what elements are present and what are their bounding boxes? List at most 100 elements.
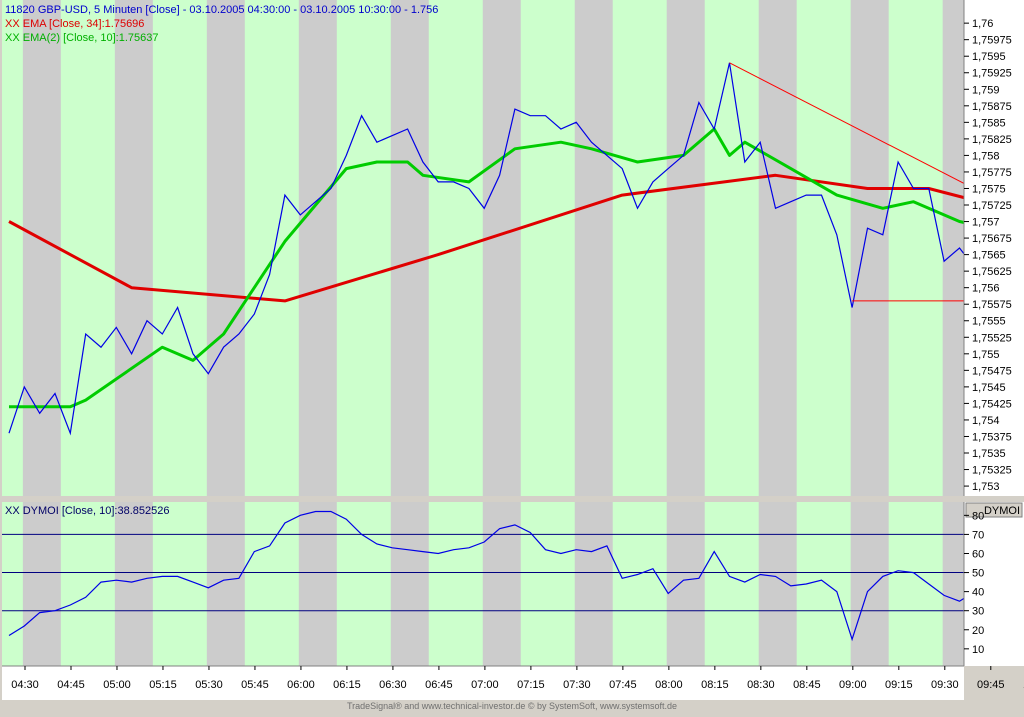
- ema10-line: [9, 127, 1024, 409]
- time-band-lower: [22, 502, 61, 666]
- price-tick-label: 1,76: [972, 18, 993, 30]
- price-tick-label: 1,758: [972, 150, 1000, 162]
- indicator-tick-label: 20: [972, 625, 984, 637]
- time-tick-label: 04:30: [11, 679, 39, 691]
- time-axis[interactable]: 04:30 04:45 05:00 05:15 05:30 05:45 06:00 06:15…: [2, 665, 1024, 700]
- time-band-upper: [574, 0, 613, 496]
- time-band-lower: [666, 502, 705, 666]
- time-tick-label: 09:30: [931, 679, 959, 691]
- price-tick-label: 1,75475: [972, 365, 1012, 377]
- price-axis[interactable]: 1,76 1,75975 1,7595 1,75925 1,759 1,75875 1,75…: [963, 0, 1024, 496]
- time-band-upper: [482, 0, 521, 496]
- time-tick-label: 06:30: [379, 679, 407, 691]
- time-axis-ticks: 04:30 04:45 05:00 05:15 05:30 05:45 06:00 06:15…: [11, 666, 1024, 691]
- indicator-axis-title: DYMOI: [984, 505, 1020, 517]
- time-tick-label: 04:45: [57, 679, 85, 691]
- time-band-lower: [114, 502, 153, 666]
- time-tick-label: 07:15: [517, 679, 545, 691]
- price-tick-label: 1,75725: [972, 200, 1012, 212]
- time-tick-label: 07:45: [609, 679, 637, 691]
- footer-credit: TradeSignal® and www.technical-investor.…: [347, 701, 677, 711]
- time-band-lower: [390, 502, 429, 666]
- legend-ema10: XX EMA(2) [Close, 10]:1.75637: [5, 32, 158, 44]
- time-band-upper: [942, 0, 964, 496]
- legend-ema34: XX EMA [Close, 34]:1.75696: [5, 18, 144, 30]
- price-tick-label: 1,75325: [972, 465, 1012, 477]
- indicator-pane[interactable]: [2, 502, 1024, 666]
- price-tick-label: 1,75525: [972, 332, 1012, 344]
- indicator-tick-label: 40: [972, 587, 984, 599]
- price-tick-label: 1,755: [972, 349, 1000, 361]
- time-bands-upper: [22, 0, 964, 496]
- chart-legend: 11820 GBP-USD, 5 Minuten [Close] - 03.10…: [5, 4, 438, 517]
- time-band-upper: [206, 0, 245, 496]
- price-tick-label: 1,754: [972, 415, 1000, 427]
- time-band-lower: [942, 502, 964, 666]
- time-band-lower: [758, 502, 797, 666]
- price-tick-label: 1,7535: [972, 448, 1006, 460]
- chart-title: 11820 GBP-USD, 5 Minuten [Close] - 03.10…: [5, 4, 438, 16]
- time-band-upper: [666, 0, 705, 496]
- time-tick-label: 05:00: [103, 679, 131, 691]
- time-tick-label: 05:30: [195, 679, 223, 691]
- time-tick-label: 09:45: [977, 679, 1005, 691]
- time-band-upper: [850, 0, 889, 496]
- time-band-upper: [390, 0, 429, 496]
- time-bands-lower: [22, 502, 964, 666]
- time-tick-label: 05:15: [149, 679, 177, 691]
- price-tick-label: 1,75775: [972, 167, 1012, 179]
- price-tick-label: 1,75675: [972, 233, 1012, 245]
- time-tick-label: 06:00: [287, 679, 315, 691]
- indicator-axis[interactable]: DYMOI 80 70 60 50 40 30 20 10: [963, 502, 1024, 666]
- price-tick-label: 1,75825: [972, 134, 1012, 146]
- price-tick-label: 1,7555: [972, 316, 1006, 328]
- price-tick-label: 1,7585: [972, 117, 1006, 129]
- time-tick-label: 07:00: [471, 679, 499, 691]
- time-tick-label: 09:00: [839, 679, 867, 691]
- ema34-line: [8, 173, 1024, 303]
- time-tick-label: 05:45: [241, 679, 269, 691]
- time-band-upper: [298, 0, 337, 496]
- time-band-upper: [22, 0, 61, 496]
- price-tick-label: 1,75875: [972, 101, 1012, 113]
- price-tick-label: 1,753: [972, 481, 1000, 493]
- price-tick-label: 1,756: [972, 283, 1000, 295]
- time-band-lower: [574, 502, 613, 666]
- time-tick-label: 06:45: [425, 679, 453, 691]
- time-band-lower: [206, 502, 245, 666]
- indicator-series-group: [2, 510, 1024, 642]
- price-tick-label: 1,759: [972, 84, 1000, 96]
- price-line: [8, 62, 1024, 436]
- price-axis-ticks: 1,76 1,75975 1,7595 1,75925 1,759 1,75875 1,75…: [964, 18, 1012, 493]
- indicator-axis-background: [964, 502, 1024, 666]
- time-tick-label: 08:45: [793, 679, 821, 691]
- time-tick-label: 06:15: [333, 679, 361, 691]
- trendline: [729, 62, 1024, 215]
- indicator-tick-label: 80: [972, 510, 984, 522]
- indicator-tick-label: 50: [972, 568, 984, 580]
- price-tick-label: 1,75925: [972, 68, 1012, 80]
- price-axis-background: [964, 0, 1024, 496]
- price-tick-label: 1,75575: [972, 299, 1012, 311]
- time-tick-label: 07:30: [563, 679, 591, 691]
- price-tick-label: 1,75425: [972, 398, 1012, 410]
- time-tick-label: 08:15: [701, 679, 729, 691]
- price-tick-label: 1,7545: [972, 382, 1006, 394]
- price-tick-label: 1,75975: [972, 35, 1012, 47]
- time-band-lower: [298, 502, 337, 666]
- price-tick-label: 1,75625: [972, 266, 1012, 278]
- time-band-lower: [850, 502, 889, 666]
- indicator-tick-label: 70: [972, 529, 984, 541]
- time-tick-label: 08:30: [747, 679, 775, 691]
- price-pane[interactable]: [2, 0, 1024, 496]
- legend-dymoi: XX DYMOI [Close, 10]:38.852526: [5, 505, 169, 517]
- time-tick-label: 08:00: [655, 679, 683, 691]
- indicator-tick-label: 60: [972, 548, 984, 560]
- pane-separator[interactable]: [0, 496, 1024, 502]
- price-tick-label: 1,7565: [972, 250, 1006, 262]
- price-tick-label: 1,7575: [972, 183, 1006, 195]
- time-tick-label: 09:15: [885, 679, 913, 691]
- time-axis-background: [2, 666, 964, 700]
